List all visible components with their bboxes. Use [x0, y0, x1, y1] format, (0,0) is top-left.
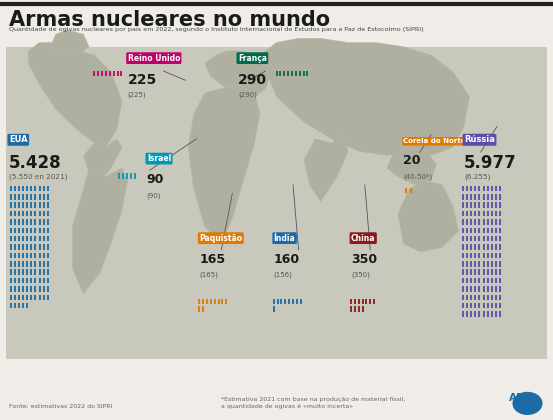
- Text: (225): (225): [128, 92, 146, 98]
- Text: 160: 160: [274, 253, 300, 266]
- Polygon shape: [398, 181, 458, 252]
- Text: 90: 90: [147, 173, 164, 186]
- Text: (350): (350): [351, 272, 370, 278]
- Text: (6.255): (6.255): [464, 173, 491, 180]
- Text: *Estimativa 2021 com base na produção de material físsil,
a quantidade de ogivas: *Estimativa 2021 com base na produção de…: [221, 397, 405, 409]
- Text: Paquistão: Paquistão: [199, 234, 242, 243]
- Text: 165: 165: [199, 253, 226, 266]
- FancyBboxPatch shape: [6, 47, 547, 359]
- Text: Rússia: Rússia: [464, 135, 495, 144]
- Text: China: China: [351, 234, 375, 243]
- Text: (40-50*): (40-50*): [403, 173, 432, 180]
- Text: 5.428: 5.428: [9, 154, 61, 172]
- Text: Reino Unido: Reino Unido: [128, 54, 180, 63]
- Text: (165): (165): [199, 272, 218, 278]
- Text: Fonte: estimativas 2022 do SIPRI: Fonte: estimativas 2022 do SIPRI: [9, 404, 112, 409]
- Polygon shape: [205, 51, 271, 97]
- Text: Armas nucleares no mundo: Armas nucleares no mundo: [9, 10, 330, 30]
- Text: (90): (90): [147, 192, 161, 199]
- Polygon shape: [188, 84, 260, 244]
- Text: Israel: Israel: [147, 154, 171, 163]
- Polygon shape: [72, 168, 128, 294]
- Text: 225: 225: [128, 73, 157, 87]
- Text: (5.550 en 2021): (5.550 en 2021): [9, 173, 67, 180]
- Text: Quantidade de ogivas nucleares por país em 2022, segundo o Instituto Internacion: Quantidade de ogivas nucleares por país …: [9, 26, 424, 32]
- Polygon shape: [260, 38, 469, 155]
- Polygon shape: [387, 147, 436, 185]
- Text: 20: 20: [403, 154, 421, 167]
- Circle shape: [513, 393, 542, 414]
- Polygon shape: [28, 42, 122, 147]
- Text: França: França: [238, 54, 267, 63]
- Polygon shape: [304, 135, 348, 202]
- Text: (156): (156): [274, 272, 293, 278]
- Polygon shape: [84, 139, 122, 181]
- Text: (290): (290): [238, 92, 257, 98]
- Text: 5.977: 5.977: [464, 154, 517, 172]
- Text: Coreia do Norte: Coreia do Norte: [403, 138, 466, 144]
- Polygon shape: [50, 30, 89, 55]
- Text: AFP: AFP: [509, 393, 531, 403]
- Text: EUA: EUA: [9, 135, 28, 144]
- Text: Índia: Índia: [274, 234, 295, 243]
- Text: 290: 290: [238, 73, 267, 87]
- Text: 350: 350: [351, 253, 377, 266]
